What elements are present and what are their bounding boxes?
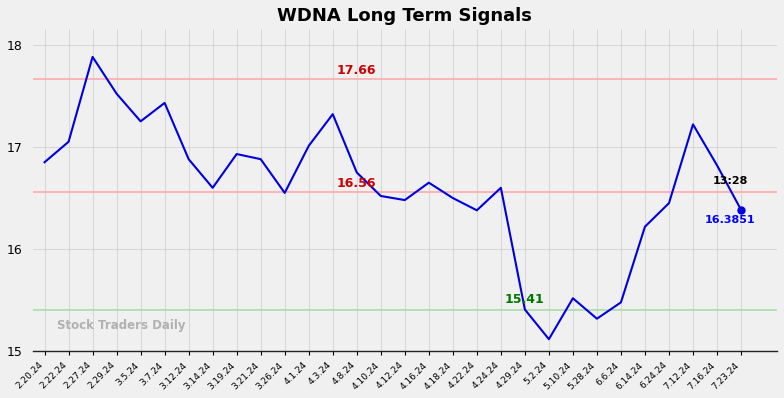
- Text: 15.41: 15.41: [505, 293, 545, 306]
- Text: 13:28: 13:28: [712, 176, 748, 186]
- Text: Stock Traders Daily: Stock Traders Daily: [56, 319, 185, 332]
- Text: 17.66: 17.66: [337, 64, 376, 77]
- Title: WDNA Long Term Signals: WDNA Long Term Signals: [278, 7, 532, 25]
- Text: 16.3851: 16.3851: [705, 215, 756, 225]
- Text: 16.56: 16.56: [337, 177, 376, 190]
